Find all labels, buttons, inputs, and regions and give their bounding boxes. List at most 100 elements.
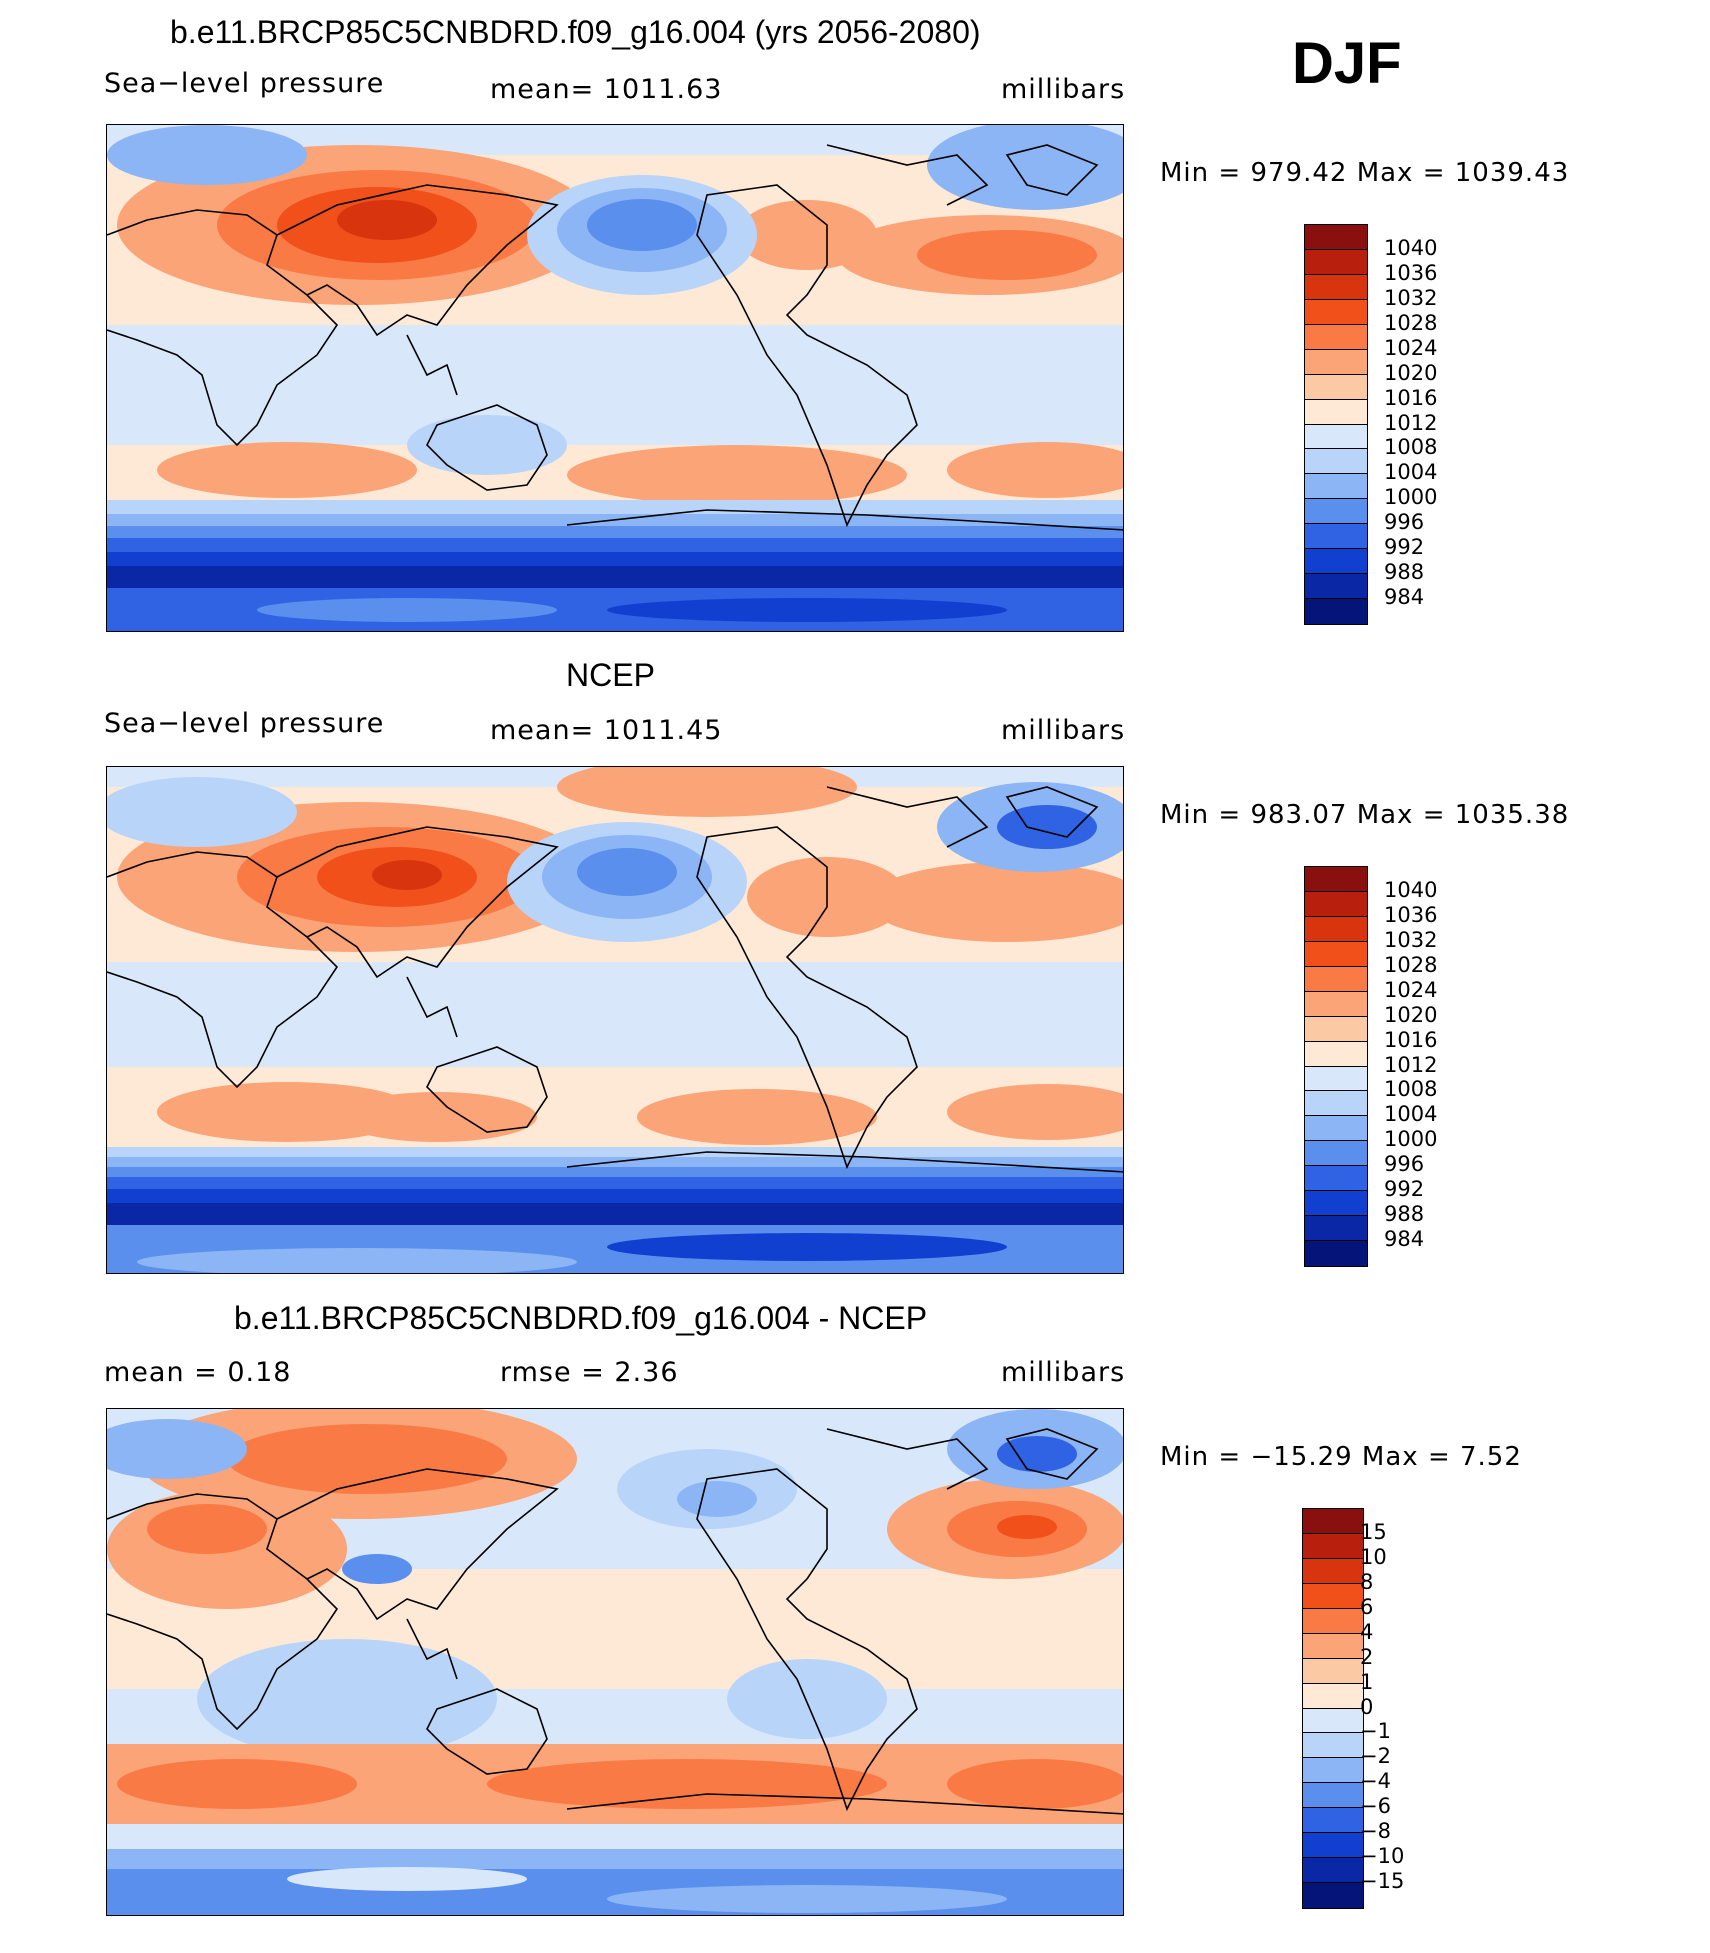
colorbar-label: 4 [1360,1619,1374,1644]
colorbar-label: 1004 [1384,1102,1438,1127]
panel1-title: b.e11.BRCP85C5CNBDRD.f09_g16.004 (yrs 20… [170,14,981,50]
colorbar-label: 1032 [1384,285,1438,310]
colorbar-swatch [1305,324,1367,350]
panel1-map [106,124,1124,632]
panel3-map [106,1408,1124,1916]
colorbar-swatch [1303,1558,1363,1584]
panel2-mean-label: mean= 1011.45 [490,715,723,746]
colorbar-swatch [1305,474,1367,500]
colorbar-label: 1012 [1384,1052,1438,1077]
colorbar-swatch [1303,1833,1363,1859]
colorbar-swatch [1303,1658,1363,1684]
colorbar-label: −4 [1360,1769,1391,1794]
colorbar-swatch [1305,249,1367,275]
panel3-colorbar [1302,1508,1364,1909]
colorbar-swatch [1305,599,1367,624]
colorbar-label: 988 [1384,560,1425,585]
colorbar-label: 984 [1384,585,1425,610]
colorbar-label: 2 [1360,1644,1374,1669]
colorbar-swatch [1303,1858,1363,1884]
colorbar-label: −2 [1360,1744,1391,1769]
colorbar-swatch [1305,1191,1367,1217]
colorbar-swatch [1305,1091,1367,1117]
panel3-minmax: Min = −15.29 Max = 7.52 [1160,1442,1522,1472]
colorbar-label: −1 [1360,1719,1391,1744]
colorbar-label: 0 [1360,1694,1374,1719]
season-label: DJF [1292,31,1402,96]
panel1-units-label: millibars [1001,74,1126,105]
colorbar-swatch [1305,1141,1367,1167]
colorbar-label: 8 [1360,1569,1374,1594]
panel2-map [106,766,1124,1274]
colorbar-swatch [1305,941,1367,967]
colorbar-swatch [1303,1783,1363,1809]
colorbar-swatch [1303,1883,1363,1908]
panel3-colorbar-labels: 15 10 8 6 4 2 1 0 −1 −2 −4 −6 −8 −10 −15 [1360,1508,1460,1909]
colorbar-label: 1004 [1384,460,1438,485]
colorbar-label: 1036 [1384,260,1438,285]
colorbar-label: −10 [1360,1844,1405,1869]
colorbar-label: 996 [1384,1152,1425,1177]
panel3-units-label: millibars [1001,1357,1126,1388]
colorbar-swatch [1303,1533,1363,1559]
colorbar-swatch [1305,499,1367,525]
colorbar-swatch [1305,1216,1367,1242]
colorbar-swatch [1305,524,1367,550]
colorbar-swatch [1305,424,1367,450]
colorbar-swatch [1303,1509,1363,1534]
panel3-rmse-label: rmse = 2.36 [500,1357,679,1388]
colorbar-label: 1012 [1384,410,1438,435]
colorbar-label: 996 [1384,510,1425,535]
panel1-colorbar [1304,224,1368,625]
colorbar-label: 1040 [1384,235,1438,260]
colorbar-label: 1032 [1384,927,1438,952]
colorbar-label: 992 [1384,535,1425,560]
colorbar-label: 1016 [1384,1027,1438,1052]
colorbar-label: 1000 [1384,485,1438,510]
colorbar-swatch [1303,1758,1363,1784]
colorbar-swatch [1303,1633,1363,1659]
colorbar-swatch [1303,1683,1363,1709]
colorbar-swatch [1303,1708,1363,1734]
colorbar-swatch [1303,1608,1363,1634]
colorbar-label: −6 [1360,1794,1391,1819]
colorbar-swatch [1303,1808,1363,1834]
colorbar-swatch [1305,1116,1367,1142]
colorbar-swatch [1305,349,1367,375]
colorbar-swatch [1305,1066,1367,1092]
panel2-variable-label: Sea−level pressure [104,708,385,739]
panel1-minmax: Min = 979.42 Max = 1039.43 [1160,158,1570,188]
colorbar-label: 1020 [1384,1002,1438,1027]
colorbar-swatch [1305,225,1367,250]
colorbar-swatch [1305,549,1367,575]
panel2-colorbar-labels: 1040 1036 1032 1028 1024 1020 1016 1012 1008 1004… [1384,866,1484,1267]
colorbar-label: 1000 [1384,1127,1438,1152]
colorbar-swatch [1305,399,1367,425]
panel2-minmax: Min = 983.07 Max = 1035.38 [1160,800,1570,830]
colorbar-label: 6 [1360,1594,1374,1619]
colorbar-swatch [1305,574,1367,600]
colorbar-swatch [1305,299,1367,325]
colorbar-swatch [1305,891,1367,917]
colorbar-swatch [1305,867,1367,892]
colorbar-label: 992 [1384,1177,1425,1202]
colorbar-swatch [1305,1166,1367,1192]
colorbar-swatch [1303,1733,1363,1759]
colorbar-label: 10 [1360,1544,1387,1569]
colorbar-label: 1036 [1384,902,1438,927]
colorbar-label: 1024 [1384,335,1438,360]
colorbar-swatch [1305,966,1367,992]
colorbar-swatch [1305,991,1367,1017]
panel1-variable-label: Sea−level pressure [104,68,385,99]
colorbar-swatch [1305,374,1367,400]
panel2-colorbar [1304,866,1368,1267]
colorbar-swatch [1303,1583,1363,1609]
colorbar-label: −15 [1360,1869,1405,1894]
colorbar-label: −8 [1360,1819,1391,1844]
colorbar-swatch [1305,1041,1367,1067]
panel1-mean-label: mean= 1011.63 [490,74,723,105]
colorbar-swatch [1305,1016,1367,1042]
colorbar-swatch [1305,916,1367,942]
colorbar-swatch [1305,449,1367,475]
colorbar-label: 1 [1360,1669,1374,1694]
